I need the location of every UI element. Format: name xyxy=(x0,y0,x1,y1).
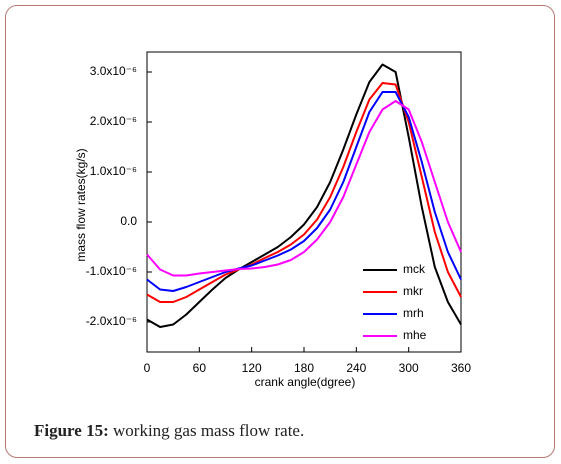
legend-label: mrh xyxy=(403,306,424,320)
y-tick-label: -2.0x10⁻⁶ xyxy=(86,314,137,328)
series-line xyxy=(146,91,462,292)
y-axis-label: mass flow rates(kg/s) xyxy=(74,148,88,261)
x-tick-label: 300 xyxy=(399,361,419,375)
series-line xyxy=(146,82,462,303)
x-tick-label: 120 xyxy=(242,361,262,375)
figure-frame xyxy=(5,5,555,458)
x-tick-label: 0 xyxy=(144,361,151,375)
y-tick-label: 0.0 xyxy=(120,214,137,228)
y-tick-label: 3.0x10⁻⁶ xyxy=(90,64,137,78)
x-axis-label: crank angle(dgree) xyxy=(255,375,356,389)
x-tick-label: 240 xyxy=(346,361,366,375)
series-line xyxy=(146,100,462,277)
caption-text: working gas mass flow rate. xyxy=(113,421,305,440)
caption-label: Figure 15: xyxy=(34,421,109,440)
series-line xyxy=(146,63,462,328)
caption: Figure 15: working gas mass flow rate. xyxy=(34,421,304,441)
legend-label: mck xyxy=(403,262,426,276)
y-tick-label: 1.0x10⁻⁶ xyxy=(90,164,137,178)
y-tick-label: -1.0x10⁻⁶ xyxy=(86,264,137,278)
x-tick-label: 60 xyxy=(193,361,207,375)
legend-label: mkr xyxy=(403,284,423,298)
x-tick-label: 180 xyxy=(294,361,314,375)
x-tick-label: 360 xyxy=(451,361,471,375)
legend-label: mhe xyxy=(403,328,427,342)
y-tick-label: 2.0x10⁻⁶ xyxy=(90,114,137,128)
